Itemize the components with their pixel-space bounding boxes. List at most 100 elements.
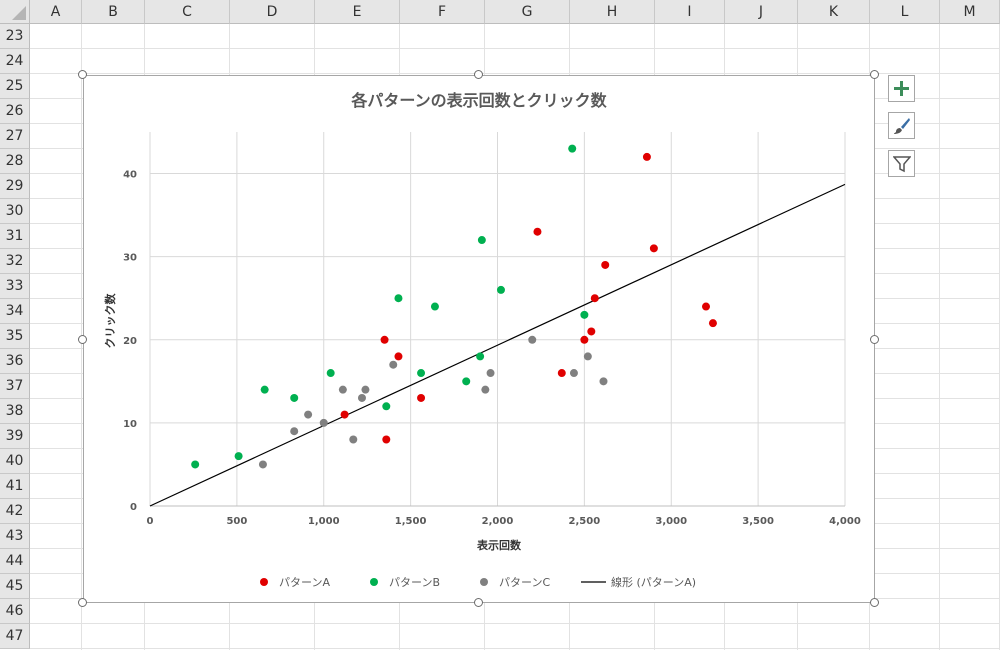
data-point-pattern-a[interactable] — [340, 410, 349, 419]
row-header-35[interactable]: 35 — [0, 324, 30, 349]
row-header-47[interactable]: 47 — [0, 624, 30, 649]
row-header-40[interactable]: 40 — [0, 449, 30, 474]
data-point-pattern-a[interactable] — [382, 435, 391, 444]
column-header-G[interactable]: G — [485, 0, 570, 24]
column-header-D[interactable]: D — [230, 0, 315, 24]
data-point-pattern-a[interactable] — [649, 244, 658, 253]
data-point-pattern-c[interactable] — [569, 369, 578, 378]
data-point-pattern-c[interactable] — [290, 427, 299, 436]
data-point-pattern-b[interactable] — [326, 369, 335, 378]
data-point-pattern-a[interactable] — [580, 335, 589, 344]
row-header-31[interactable]: 31 — [0, 224, 30, 249]
data-point-pattern-c[interactable] — [583, 352, 592, 361]
row-header-26[interactable]: 26 — [0, 99, 30, 124]
column-header-M[interactable]: M — [940, 0, 1000, 24]
trendline-pattern-a[interactable] — [149, 183, 846, 507]
row-header-28[interactable]: 28 — [0, 149, 30, 174]
resize-handle-left[interactable] — [78, 335, 87, 344]
data-point-pattern-a[interactable] — [587, 327, 596, 336]
column-header-A[interactable]: A — [30, 0, 82, 24]
data-point-pattern-a[interactable] — [708, 319, 717, 328]
data-point-pattern-c[interactable] — [357, 393, 366, 402]
data-point-pattern-c[interactable] — [304, 410, 313, 419]
chart-styles-button[interactable] — [888, 112, 915, 139]
data-point-pattern-b[interactable] — [496, 285, 505, 294]
row-header-34[interactable]: 34 — [0, 299, 30, 324]
data-point-pattern-a[interactable] — [601, 260, 610, 269]
chart-elements-button[interactable] — [888, 75, 915, 102]
data-point-pattern-b[interactable] — [417, 369, 426, 378]
row-header-44[interactable]: 44 — [0, 549, 30, 574]
data-point-pattern-c[interactable] — [361, 385, 370, 394]
column-header-H[interactable]: H — [570, 0, 655, 24]
resize-handle-bottom-right[interactable] — [870, 598, 879, 607]
resize-handle-top[interactable] — [474, 70, 483, 79]
column-header-C[interactable]: C — [145, 0, 230, 24]
column-header-L[interactable]: L — [870, 0, 940, 24]
column-header-K[interactable]: K — [798, 0, 870, 24]
row-header-45[interactable]: 45 — [0, 574, 30, 599]
data-point-pattern-a[interactable] — [380, 335, 389, 344]
scatter-chart[interactable]: 各パターンの表示回数とクリック数 0 500 1,000 1,500 2,000 2,50… — [83, 75, 875, 603]
data-point-pattern-b[interactable] — [260, 385, 269, 394]
row-header-30[interactable]: 30 — [0, 199, 30, 224]
row-header-46[interactable]: 46 — [0, 599, 30, 624]
row-header-24[interactable]: 24 — [0, 49, 30, 74]
chart-legend[interactable]: パターンA パターンB パターンC 線形 (パターンA) — [260, 575, 696, 589]
data-point-pattern-c[interactable] — [258, 460, 267, 469]
row-header-32[interactable]: 32 — [0, 249, 30, 274]
data-point-pattern-b[interactable] — [382, 402, 391, 411]
data-point-pattern-b[interactable] — [191, 460, 200, 469]
data-point-pattern-b[interactable] — [290, 393, 299, 402]
data-point-pattern-a[interactable] — [642, 152, 651, 161]
row-header-25[interactable]: 25 — [0, 74, 30, 99]
data-point-pattern-b[interactable] — [394, 294, 403, 303]
column-header-F[interactable]: F — [400, 0, 485, 24]
x-axis-title[interactable]: 表示回数 — [476, 538, 522, 552]
data-point-pattern-a[interactable] — [417, 393, 426, 402]
row-header-37[interactable]: 37 — [0, 374, 30, 399]
row-header-42[interactable]: 42 — [0, 499, 30, 524]
data-point-pattern-c[interactable] — [389, 360, 398, 369]
data-point-pattern-a[interactable] — [557, 369, 566, 378]
resize-handle-top-left[interactable] — [78, 70, 87, 79]
data-point-pattern-b[interactable] — [462, 377, 471, 386]
row-header-23[interactable]: 23 — [0, 24, 30, 49]
y-axis-title[interactable]: クリック数 — [103, 293, 117, 349]
data-point-pattern-c[interactable] — [599, 377, 608, 386]
data-point-pattern-a[interactable] — [590, 294, 599, 303]
data-point-pattern-c[interactable] — [338, 385, 347, 394]
data-point-pattern-a[interactable] — [702, 302, 710, 311]
data-point-pattern-c[interactable] — [349, 435, 358, 444]
row-header-29[interactable]: 29 — [0, 174, 30, 199]
select-all-corner[interactable] — [0, 0, 30, 24]
row-header-33[interactable]: 33 — [0, 274, 30, 299]
resize-handle-top-right[interactable] — [870, 70, 879, 79]
data-point-pattern-b[interactable] — [476, 352, 485, 361]
data-point-pattern-b[interactable] — [234, 452, 243, 461]
data-point-pattern-c[interactable] — [481, 385, 490, 394]
data-point-pattern-a[interactable] — [394, 352, 403, 361]
resize-handle-bottom-left[interactable] — [78, 598, 87, 607]
row-header-41[interactable]: 41 — [0, 474, 30, 499]
data-point-pattern-b[interactable] — [477, 236, 486, 245]
row-header-36[interactable]: 36 — [0, 349, 30, 374]
data-point-pattern-b[interactable] — [568, 144, 577, 153]
data-point-pattern-c[interactable] — [528, 335, 537, 344]
column-header-I[interactable]: I — [655, 0, 725, 24]
column-header-B[interactable]: B — [82, 0, 145, 24]
chart-title[interactable]: 各パターンの表示回数とクリック数 — [350, 91, 607, 110]
column-header-E[interactable]: E — [315, 0, 400, 24]
resize-handle-right[interactable] — [870, 335, 879, 344]
data-point-pattern-a[interactable] — [533, 227, 542, 236]
row-header-27[interactable]: 27 — [0, 124, 30, 149]
column-header-J[interactable]: J — [725, 0, 798, 24]
data-point-pattern-b[interactable] — [580, 310, 589, 319]
resize-handle-bottom[interactable] — [474, 598, 483, 607]
data-point-pattern-c[interactable] — [319, 418, 328, 427]
data-point-pattern-c[interactable] — [486, 369, 495, 378]
chart-filters-button[interactable] — [888, 150, 915, 177]
data-point-pattern-b[interactable] — [430, 302, 439, 311]
row-header-43[interactable]: 43 — [0, 524, 30, 549]
row-header-38[interactable]: 38 — [0, 399, 30, 424]
